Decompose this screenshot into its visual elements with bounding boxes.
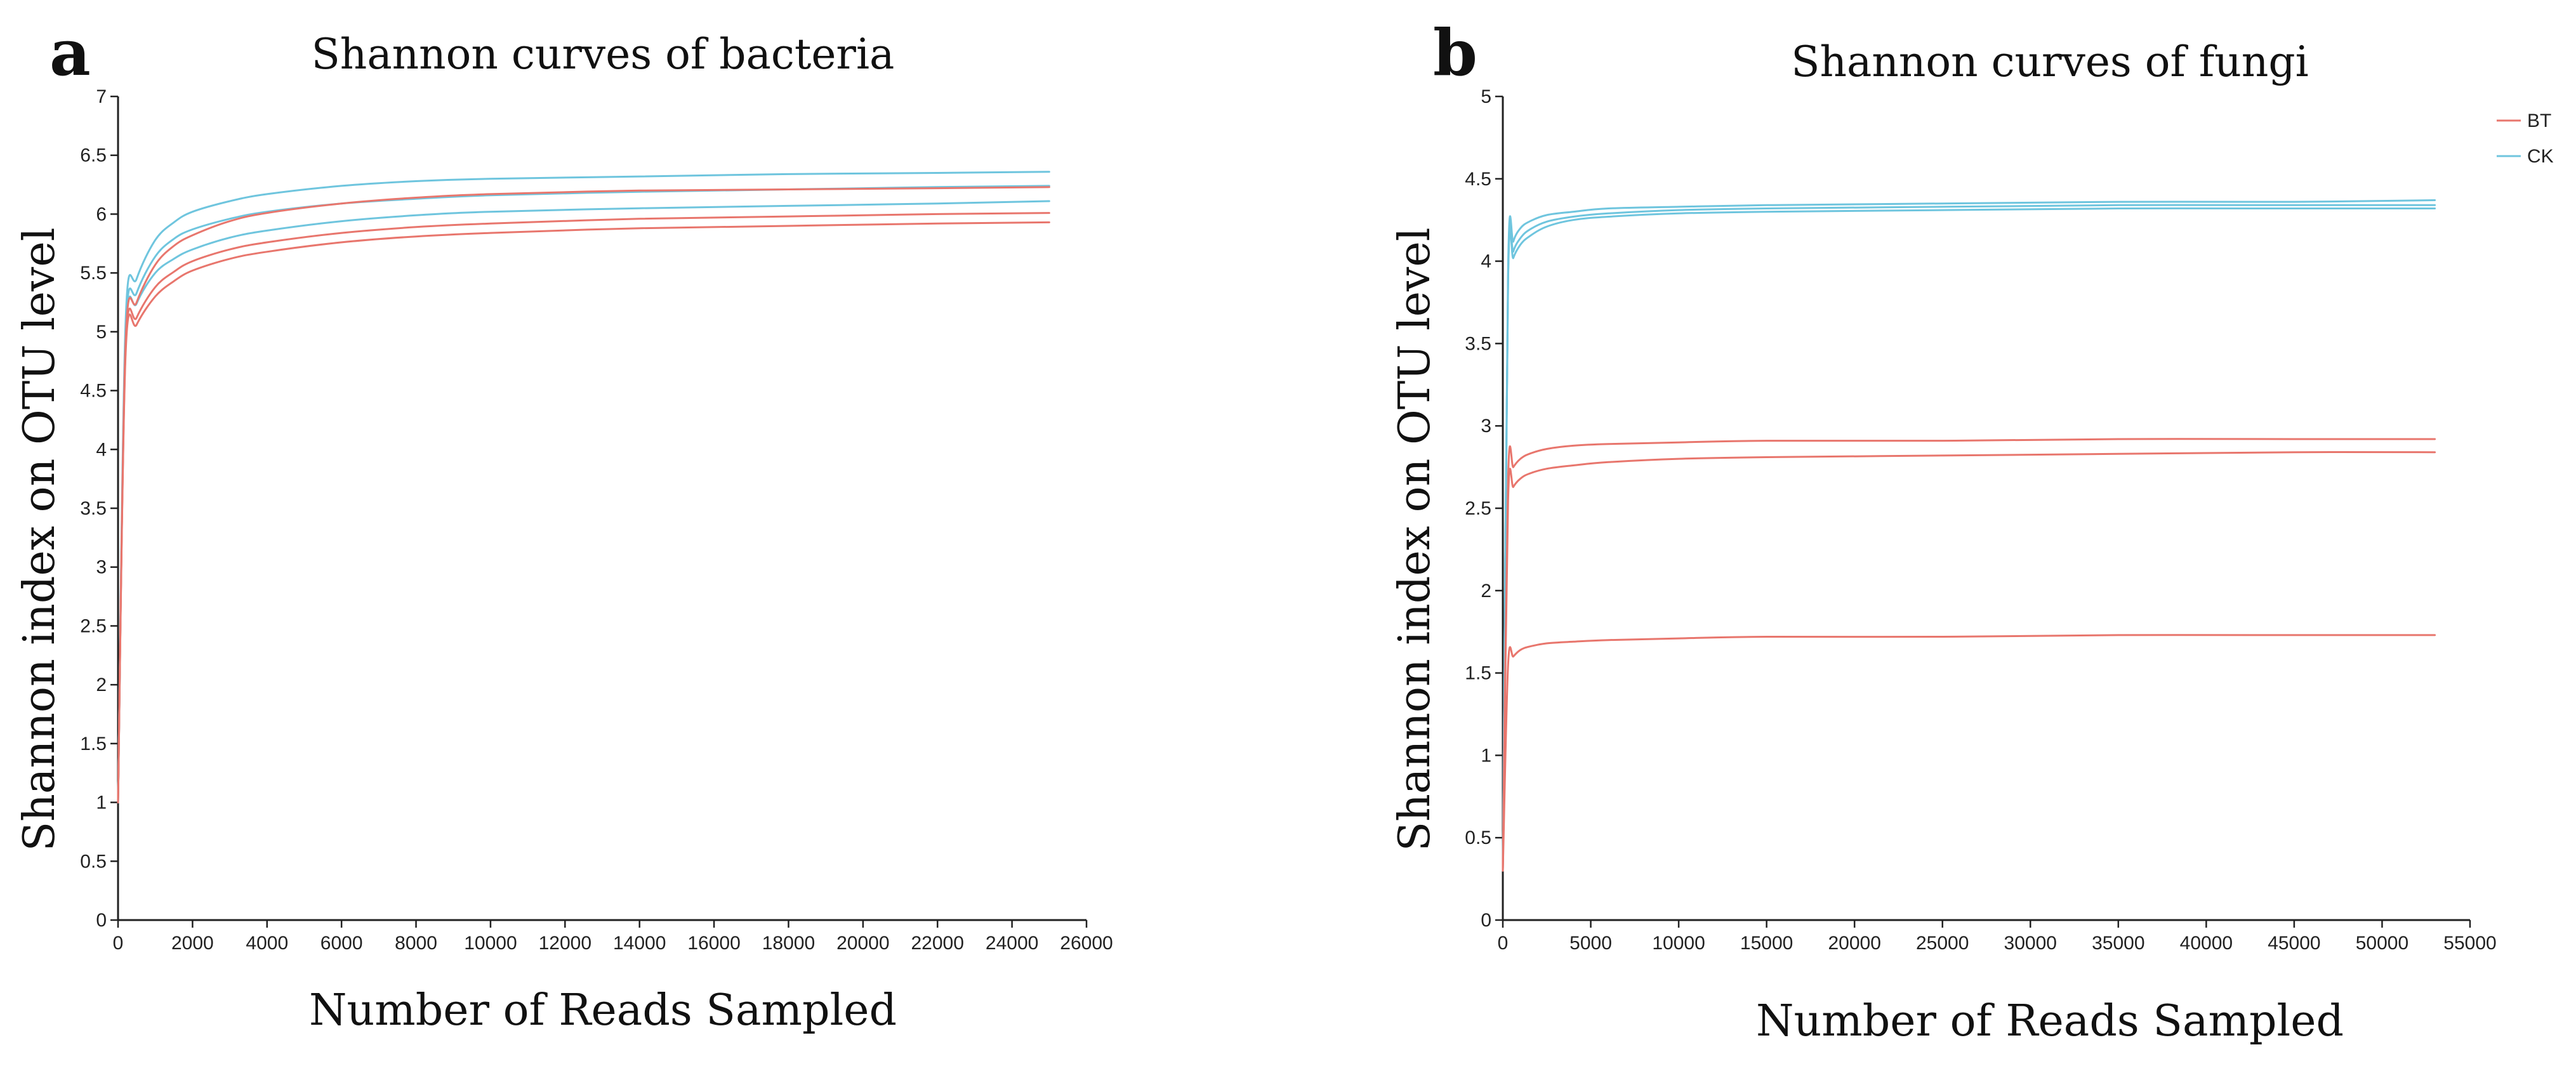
y-tick-label: 0 [1481, 910, 1491, 931]
x-tick-label: 10000 [1652, 933, 1705, 954]
y-tick-label: 0.5 [80, 851, 107, 872]
legend: BT CK [2497, 110, 2554, 167]
series-line-bt-4 [117, 186, 1050, 804]
series-line-bt-4 [1502, 438, 2436, 872]
y-tick-label: 2.5 [80, 615, 107, 636]
y-tick-label: 3.5 [80, 498, 107, 519]
x-axis-label: Number of Reads Sampled [1756, 996, 2344, 1046]
y-tick-label: 2 [96, 674, 107, 695]
y-tick-label: 4 [1481, 251, 1491, 272]
panel-letter-b: b [1433, 15, 1477, 90]
y-tick-label: 3.5 [1465, 333, 1491, 354]
y-tick-label: 6 [96, 204, 107, 225]
series-line-ck-3 [1502, 207, 2436, 872]
x-tick-label: 26000 [1060, 933, 1113, 954]
x-tick-label: 5000 [1569, 933, 1612, 954]
y-tick-label: 1.5 [1465, 663, 1491, 684]
x-tick-label: 20000 [836, 933, 889, 954]
x-tick-label: 12000 [539, 933, 591, 954]
x-axis-label: Number of Reads Sampled [309, 985, 897, 1036]
x-tick-label: 15000 [1740, 933, 1793, 954]
y-tick-label: 4 [96, 439, 107, 460]
series-line-ck-2 [117, 185, 1050, 804]
y-tick-label: 1 [96, 793, 107, 813]
x-tick-label: 16000 [687, 933, 740, 954]
chart-bacteria: Shannon curves of bacteria Number of Read… [15, 30, 1113, 1036]
x-tick-label: 55000 [2443, 933, 2496, 954]
chart-title: Shannon curves of bacteria [312, 30, 895, 79]
y-tick-label: 2.5 [1465, 498, 1491, 519]
series-line-ck-2 [1502, 204, 2436, 872]
x-tick-label: 40000 [2180, 933, 2233, 954]
y-tick-label: 7 [96, 86, 107, 107]
y-tick-label: 0 [96, 910, 107, 931]
series-line-bt-5 [117, 212, 1050, 804]
x-tick-label: 20000 [1828, 933, 1880, 954]
y-axis-label: Shannon index on OTU level [1390, 228, 1440, 852]
y-tick-label: 6.5 [80, 145, 107, 166]
x-tick-label: 0 [1498, 933, 1509, 954]
y-tick-label: 1 [1481, 745, 1491, 766]
chart-fungi: Shannon curves of fungi Number of Reads S… [1390, 37, 2497, 1046]
legend-label-ck: CK [2527, 146, 2554, 167]
chart-title: Shannon curves of fungi [1791, 37, 2308, 86]
x-tick-label: 8000 [395, 933, 437, 954]
y-tick-label: 3 [96, 557, 107, 578]
y-tick-label: 2 [1481, 581, 1491, 602]
series-line-bt-6 [1502, 634, 2436, 872]
y-tick-label: 4.5 [1465, 169, 1491, 190]
x-tick-label: 14000 [613, 933, 666, 954]
y-tick-label: 4.5 [80, 381, 107, 402]
x-tick-label: 10000 [464, 933, 517, 954]
y-tick-label: 5.5 [80, 263, 107, 284]
y-tick-label: 3 [1481, 416, 1491, 437]
x-tick-label: 24000 [986, 933, 1038, 954]
series-line-bt-5 [1502, 451, 2436, 872]
legend-label-bt: BT [2527, 110, 2551, 131]
series-line-ck-3 [117, 200, 1050, 804]
y-tick-label: 1.5 [80, 734, 107, 754]
y-tick-label: 5 [1481, 86, 1491, 107]
x-tick-label: 45000 [2268, 933, 2320, 954]
x-tick-label: 22000 [911, 933, 964, 954]
x-tick-label: 6000 [320, 933, 363, 954]
x-tick-label: 50000 [2356, 933, 2408, 954]
x-tick-label: 35000 [2092, 933, 2144, 954]
series-line-bt-6 [117, 221, 1050, 804]
x-tick-label: 0 [113, 933, 124, 954]
x-tick-label: 4000 [246, 933, 288, 954]
y-tick-label: 5 [96, 322, 107, 343]
panel-letter-a: a [50, 15, 91, 90]
x-tick-label: 30000 [2004, 933, 2057, 954]
x-tick-label: 18000 [762, 933, 815, 954]
y-axis-label: Shannon index on OTU level [15, 228, 65, 852]
x-tick-label: 25000 [1916, 933, 1969, 954]
series-line-ck-1 [117, 171, 1050, 804]
x-tick-label: 2000 [171, 933, 214, 954]
y-tick-label: 0.5 [1465, 827, 1491, 848]
series-line-ck-1 [1502, 199, 2436, 872]
